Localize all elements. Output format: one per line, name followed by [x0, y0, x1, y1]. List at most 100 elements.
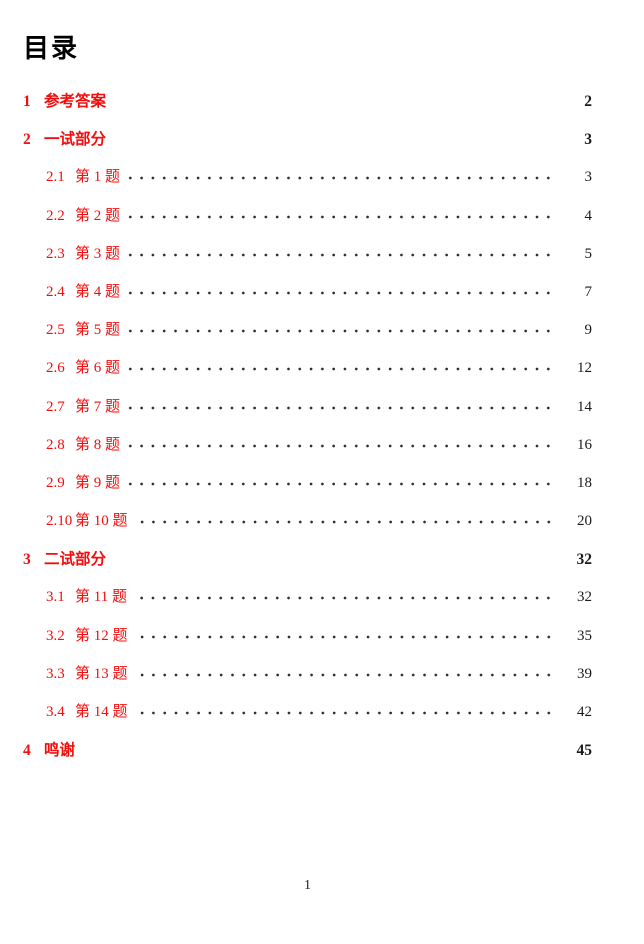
- toc-entry-title: 第 6 题: [75, 360, 121, 377]
- toc-entry-number: 2.6: [46, 360, 65, 377]
- toc-entry: 2.8 第 8 题 16: [23, 433, 592, 454]
- toc-entry-number: 3.4: [46, 704, 65, 720]
- toc-entry-link[interactable]: 2.2 第 2 题: [46, 204, 120, 225]
- toc-entry-page: 5: [584, 245, 593, 262]
- toc-entry: 2.2 第 2 题 4: [23, 204, 593, 225]
- toc-entry: 3.3 第 13 题 39: [23, 662, 592, 683]
- dot-leader: [127, 481, 558, 486]
- toc-entry-link[interactable]: 2.3 第 3 题: [46, 242, 120, 263]
- toc-entry-link[interactable]: 2.5 第 5 题: [46, 318, 120, 339]
- toc-entry-title: 第 2 题: [75, 207, 121, 224]
- toc-entry-link[interactable]: 1 参考答案: [23, 89, 106, 111]
- toc-entry-title: 第 14 题: [75, 704, 128, 720]
- toc-entry-title: 鸣谢: [44, 742, 76, 760]
- toc-entry-page: 18: [577, 474, 592, 491]
- toc-entry-number: 2.1: [46, 169, 65, 186]
- toc-entry-number: 3.1: [46, 589, 65, 606]
- toc-entry: 3.4 第 14 题 42: [23, 700, 592, 721]
- toc-entry-number: 2.4: [46, 283, 65, 300]
- toc-entry-page: 32: [576, 551, 593, 569]
- toc-entry-title: 第 11 题: [75, 589, 127, 606]
- toc-entry-link[interactable]: 2.1 第 1 题: [46, 165, 120, 186]
- dot-leader: [113, 138, 558, 142]
- toc-entry: 2 一试部分 3: [23, 127, 592, 148]
- toc-entry-page: 9: [584, 322, 593, 339]
- toc-entry-number: 4: [23, 742, 31, 760]
- toc-entry: 2.3 第 3 题 5: [23, 242, 593, 263]
- toc-entry-title: 一试部分: [44, 131, 107, 149]
- toc-entry-number: 2.2: [46, 207, 65, 224]
- dot-leader: [82, 749, 558, 753]
- dot-leader: [127, 290, 558, 295]
- toc-entry-link[interactable]: 2.10 第 10 题: [46, 509, 128, 530]
- toc-entry-link[interactable]: 2.7 第 7 题: [46, 395, 120, 416]
- toc-entry-number: 2.7: [46, 398, 65, 415]
- toc-entry-number: 2.8: [46, 436, 65, 453]
- toc-entry: 2.10 第 10 题 20: [23, 509, 592, 530]
- toc-entry: 3.2 第 12 题 35: [23, 624, 592, 645]
- toc-entry-number: 2: [23, 131, 31, 149]
- toc-entry-page: 3: [584, 131, 592, 149]
- toc-entry: 3.1 第 11 题 32: [23, 585, 592, 606]
- toc-entry: 2.4 第 4 题 7: [23, 280, 593, 301]
- toc-entry-number: 3: [23, 551, 31, 569]
- toc-entry-page: 20: [577, 513, 592, 530]
- toc-entry-link[interactable]: 3.3 第 13 题: [46, 662, 128, 683]
- toc-entry-title: 第 1 题: [75, 169, 121, 186]
- toc-entry-title: 第 10 题: [75, 513, 128, 530]
- toc-entry-page: 14: [577, 398, 592, 415]
- dot-leader: [127, 176, 558, 181]
- toc-entry-number: 2.9: [46, 474, 65, 491]
- toc-entry-page: 16: [577, 436, 592, 453]
- toc-entry: 2.9 第 9 题 18: [23, 471, 592, 492]
- toc-entry-link[interactable]: 2.4 第 4 题: [46, 280, 120, 301]
- toc-content: 目录 1 参考答案 2 2 一试部分 3 2.1 第 1 题 3 2.2 第 2…: [23, 34, 592, 776]
- dot-leader: [134, 711, 558, 715]
- toc-entry-link[interactable]: 3.2 第 12 题: [46, 624, 128, 645]
- dot-leader: [127, 252, 558, 257]
- toc-entry-title: 第 13 题: [75, 665, 128, 682]
- footer-page-number: 1: [304, 878, 311, 893]
- toc-entry-title: 第 12 题: [75, 627, 128, 644]
- toc-entry-link[interactable]: 3 二试部分: [23, 547, 106, 569]
- toc-entry-page: 7: [584, 283, 593, 300]
- toc-entry-title: 第 4 题: [75, 283, 121, 300]
- toc-entry: 2.1 第 1 题 3: [23, 165, 592, 186]
- toc-entry: 2.6 第 6 题 12: [23, 356, 592, 377]
- dot-leader: [127, 367, 558, 372]
- toc-entry-title: 第 9 题: [75, 474, 121, 491]
- dot-leader: [134, 672, 558, 677]
- toc-entry-title: 第 8 题: [75, 436, 121, 453]
- toc-entry-page: 39: [577, 665, 592, 682]
- dot-leader: [113, 558, 558, 562]
- toc-entry-title: 第 7 题: [75, 398, 121, 415]
- toc-entry-number: 3.2: [46, 627, 65, 644]
- toc-entry-page: 45: [576, 742, 593, 760]
- toc-entry-link[interactable]: 3.4 第 14 题: [46, 700, 128, 721]
- toc-entry: 2.7 第 7 题 14: [23, 395, 592, 416]
- dot-leader: [113, 100, 558, 104]
- toc-entry-link[interactable]: 2.9 第 9 题: [46, 471, 120, 492]
- toc-entry-number: 2.3: [46, 245, 65, 262]
- dot-leader: [134, 634, 558, 639]
- dot-leader: [127, 214, 558, 219]
- toc-entry-link[interactable]: 2.6 第 6 题: [46, 356, 120, 377]
- toc-entry-page: 2: [584, 93, 592, 110]
- toc-entry-link[interactable]: 4 鸣谢: [23, 738, 75, 760]
- dot-leader: [127, 329, 558, 334]
- toc-entry-number: 2.5: [46, 322, 65, 339]
- toc-entry-link[interactable]: 2.8 第 8 题: [46, 433, 120, 454]
- toc-entry-number: 2.10: [46, 513, 73, 530]
- toc-entry-link[interactable]: 3.1 第 11 题: [46, 585, 127, 606]
- toc-entry-page: 42: [577, 704, 592, 720]
- toc-entry-number: 3.3: [46, 665, 65, 682]
- toc-entry-link[interactable]: 2 一试部分: [23, 127, 106, 149]
- dot-leader: [127, 405, 558, 410]
- dot-leader: [127, 443, 558, 448]
- toc-entry-number: 1: [23, 93, 31, 110]
- toc-entry-title: 参考答案: [44, 93, 107, 110]
- toc-entry-page: 4: [584, 207, 593, 224]
- dot-leader: [134, 520, 558, 525]
- toc-entry-page: 32: [577, 589, 592, 606]
- toc-list: 1 参考答案 2 2 一试部分 3 2.1 第 1 题 3 2.2 第 2 题 …: [23, 89, 593, 759]
